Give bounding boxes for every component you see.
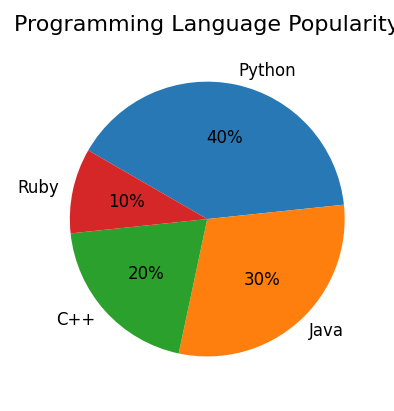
- Text: Java: Java: [309, 322, 344, 340]
- Title: Programming Language Popularity: Programming Language Popularity: [14, 15, 394, 35]
- Wedge shape: [178, 205, 345, 356]
- Text: C++: C++: [56, 311, 95, 329]
- Text: Python: Python: [239, 62, 296, 80]
- Wedge shape: [70, 150, 207, 233]
- Text: 20%: 20%: [128, 265, 164, 283]
- Text: 40%: 40%: [206, 129, 243, 148]
- Text: Ruby: Ruby: [18, 179, 59, 196]
- Wedge shape: [88, 82, 344, 219]
- Wedge shape: [71, 219, 207, 353]
- Text: 30%: 30%: [244, 271, 281, 289]
- Text: 10%: 10%: [108, 193, 145, 211]
